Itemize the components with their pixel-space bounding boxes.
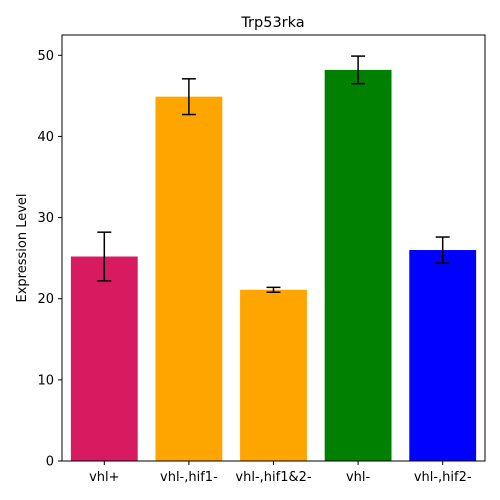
bar-4 [409,250,477,461]
error-bars-group [97,55,450,293]
chart-title: Trp53rka [240,15,304,31]
y-axis-label: Expression Level [15,193,30,302]
bar-1 [155,96,223,461]
plot-frame [61,34,486,462]
x-tick-label-0: vhl+ [89,470,119,485]
y-tick-label-1: 10 [37,373,54,388]
bar-2 [240,289,307,461]
bar-3 [324,69,392,462]
bars-group [70,69,477,462]
y-tick-label-3: 30 [37,211,54,226]
bar-0 [70,256,138,461]
y-tick-label-4: 40 [37,130,54,145]
x-tick-label-1: vhl-,hif1- [160,470,218,485]
x-tick-label-4: vhl-,hif2- [414,470,472,485]
y-tick-label-2: 20 [37,292,54,307]
x-tick-label-2: vhl-,hif1&2- [235,470,311,485]
y-tick-label-5: 50 [37,49,54,64]
x-tick-label-3: vhl- [346,470,371,485]
y-axis: 0 10 20 30 40 50 [37,49,62,470]
y-tick-label-0: 0 [46,455,54,470]
x-axis: vhl+ vhl-,hif1- vhl-,hif1&2- vhl-vhl-,hif2- [89,461,472,485]
